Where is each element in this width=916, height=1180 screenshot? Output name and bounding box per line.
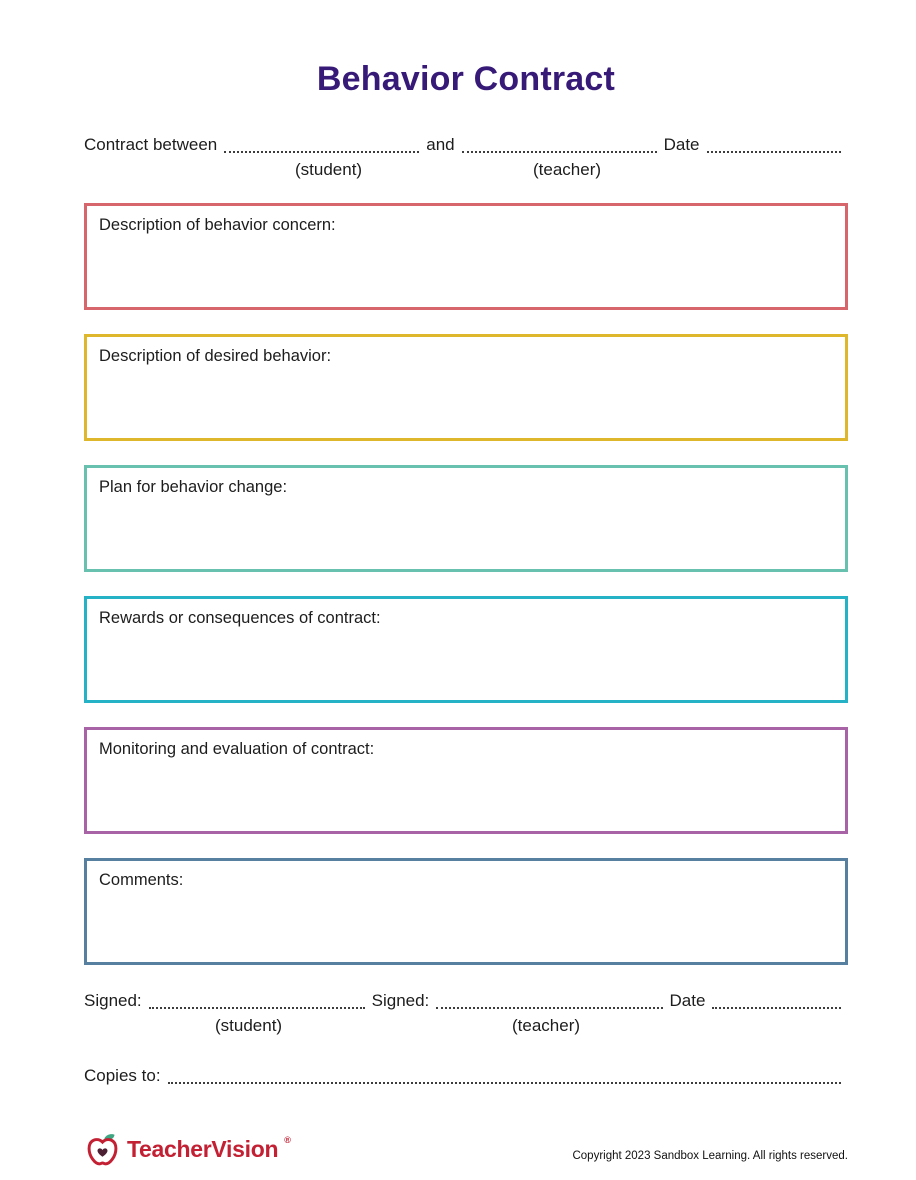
student-signature-blank[interactable] — [148, 1007, 365, 1009]
desired-behavior-box[interactable]: Description of desired behavior: — [84, 334, 848, 441]
monitoring-evaluation-label: Monitoring and evaluation of contract: — [99, 740, 375, 758]
fill-in-boxes: Description of behavior concern: Descrip… — [84, 203, 848, 965]
copies-to-row: Copies to: — [84, 1064, 848, 1088]
page-title: Behavior Contract — [316, 60, 616, 98]
date-blank[interactable] — [706, 151, 841, 153]
apple-outline-shape — [87, 1138, 118, 1166]
contract-between-label: Contract between — [84, 135, 218, 154]
teacher-name-blank[interactable] — [461, 151, 657, 153]
copies-to-blank[interactable] — [167, 1082, 841, 1084]
behavior-change-plan-label: Plan for behavior change: — [99, 478, 288, 496]
and-label: and — [426, 135, 455, 154]
signed-student-label: Signed: — [84, 991, 142, 1010]
copyright-text: Copyright 2023 Sandbox Learning. All rig… — [572, 1150, 848, 1162]
teacher-signature-blank[interactable] — [436, 1007, 663, 1009]
signature-student-sublabel: (student) — [215, 1016, 283, 1035]
signature-date-label: Date — [669, 991, 706, 1010]
signed-teacher-label: Signed: — [371, 991, 430, 1010]
desired-behavior-label: Description of desired behavior: — [99, 347, 332, 365]
comments-label: Comments: — [99, 871, 184, 889]
copies-to-label: Copies to: — [84, 1066, 161, 1085]
signature-row: Signed: Signed: Date — [84, 989, 848, 1013]
teachervision-logo: TeacherVision ® — [84, 1131, 291, 1168]
rewards-consequences-label: Rewards or consequences of contract: — [99, 609, 381, 627]
apple-logo-icon — [84, 1131, 121, 1168]
comments-box[interactable]: Comments: — [84, 858, 848, 965]
signature-sublabels: (student) (teacher) — [84, 1013, 848, 1041]
page-footer: TeacherVision ® Copyright 2023 Sandbox L… — [84, 1131, 848, 1168]
rewards-consequences-box[interactable]: Rewards or consequences of contract: — [84, 596, 848, 703]
student-sublabel: (student) — [295, 160, 363, 179]
behavior-concern-label: Description of behavior concern: — [99, 216, 336, 234]
teacher-sublabel: (teacher) — [533, 160, 602, 179]
behavior-concern-box[interactable]: Description of behavior concern: — [84, 203, 848, 310]
header-sublabels: (student) (teacher) — [84, 157, 848, 185]
monitoring-evaluation-box[interactable]: Monitoring and evaluation of contract: — [84, 727, 848, 834]
contract-between-row: Contract between and Date — [84, 133, 848, 157]
signature-date-blank[interactable] — [712, 1007, 841, 1009]
registered-trademark-icon: ® — [284, 1135, 291, 1145]
date-label: Date — [663, 135, 700, 154]
heart-shape — [97, 1148, 108, 1157]
behavior-change-plan-box[interactable]: Plan for behavior change: — [84, 465, 848, 572]
brand-name: TeacherVision — [127, 1136, 279, 1162]
signature-teacher-sublabel: (teacher) — [512, 1016, 581, 1035]
student-name-blank[interactable] — [224, 151, 420, 153]
